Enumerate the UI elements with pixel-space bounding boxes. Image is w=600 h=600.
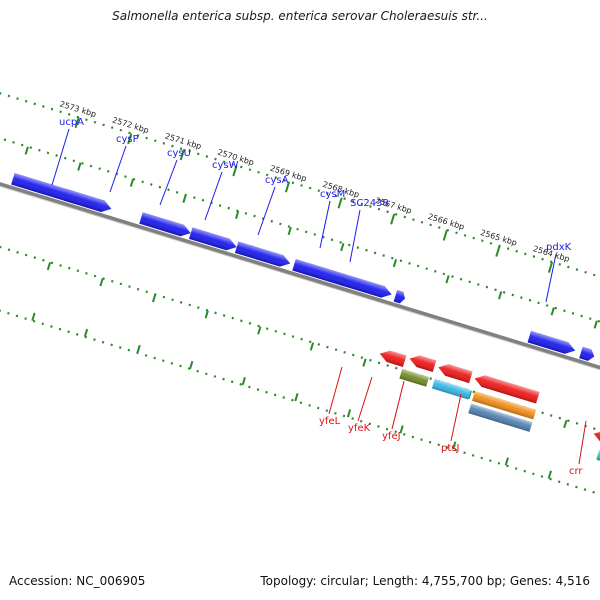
minor-tick	[257, 326, 262, 335]
minor-tick	[129, 178, 135, 187]
forward-cds-arrow	[393, 289, 405, 304]
minor-tick	[294, 393, 299, 402]
accession-text: Accession: NC_006905	[9, 574, 146, 588]
forward-cds-arrow	[527, 330, 576, 354]
forward-cds-arrow	[292, 258, 354, 286]
gene-leader-line	[319, 200, 331, 249]
gene-label-reverse: yfeL	[319, 416, 341, 427]
gene-label-reverse: yfeJ	[382, 431, 401, 442]
minor-tick	[346, 409, 352, 418]
gene-label-reverse: crr	[569, 466, 583, 477]
minor-tick	[547, 470, 552, 479]
scale-label: 2566 kbp	[427, 212, 466, 232]
scale-tick	[390, 213, 396, 225]
gene-leader-line	[159, 159, 178, 206]
map-title: Salmonella enterica subsp. enterica sero…	[112, 9, 488, 23]
gene-leader-line	[328, 366, 343, 415]
minor-tick	[189, 360, 194, 370]
gene-leader-line	[545, 253, 557, 303]
gene-label-reverse: yfeK	[348, 423, 371, 434]
gene-leader-line	[391, 380, 405, 430]
scale-tick	[232, 165, 238, 177]
minor-tick	[241, 377, 246, 386]
gene-leader-line	[51, 128, 70, 186]
reverse-feature-arrow	[409, 355, 437, 372]
minor-tick	[83, 328, 89, 337]
minor-tick	[550, 307, 555, 316]
minor-tick	[99, 278, 104, 287]
minor-tick	[392, 259, 398, 268]
backbone-line	[0, 153, 600, 403]
reverse-feature-bar	[596, 450, 600, 472]
genome-summary-text: Topology: circular; Length: 4,755,700 bp…	[260, 574, 590, 588]
scale-tick	[179, 149, 185, 161]
minor-tick	[235, 210, 240, 220]
gene-label-forward: cysM	[320, 189, 345, 200]
gene-leader-line	[109, 145, 127, 193]
minor-tick	[182, 194, 187, 203]
minor-tick	[287, 226, 292, 236]
minor-tick	[362, 358, 367, 367]
minor-tick	[452, 441, 457, 450]
gene-label-forward: pdxK	[546, 242, 572, 253]
reverse-feature-bar	[468, 403, 533, 432]
reverse-feature-arrow	[474, 375, 540, 404]
minor-tick	[31, 312, 36, 321]
gene-leader-line	[349, 209, 361, 263]
minor-tick	[399, 425, 404, 434]
reverse-feature-arrow	[379, 350, 407, 368]
gene-leader-line	[257, 186, 276, 236]
minor-tick	[152, 294, 157, 303]
scale-tick	[127, 133, 133, 145]
reverse-feature-arrow	[593, 430, 600, 452]
gene-label-forward: cysU	[167, 148, 191, 159]
reverse-feature-arrow	[438, 364, 473, 384]
minor-tick	[340, 242, 345, 252]
forward-cds-arrow	[340, 273, 392, 298]
scale-tick	[495, 245, 501, 257]
scale-tick	[547, 261, 554, 273]
minor-tick	[504, 457, 509, 466]
scale-label: 2565 kbp	[479, 228, 518, 248]
scale-tick	[442, 229, 448, 241]
gene-label-forward: SC2438	[350, 198, 389, 209]
reverse-feature-bar	[431, 378, 472, 400]
gene-label-reverse: ptsJ	[441, 443, 459, 454]
backbone-highlight	[0, 156, 600, 404]
gene-label-forward: cysP	[116, 134, 139, 145]
minor-tick	[593, 320, 598, 329]
minor-tick	[24, 146, 29, 155]
gene-leader-line	[450, 393, 462, 442]
minor-tick	[497, 291, 503, 300]
minor-tick	[136, 344, 141, 354]
scale-tick	[337, 197, 343, 209]
gene-label-forward: cysW	[212, 160, 239, 171]
minor-tick	[77, 162, 82, 171]
forward-cds-arrow	[234, 241, 291, 267]
forward-cds-arrow	[63, 189, 112, 212]
gene-label-forward: cysA	[265, 175, 289, 186]
reverse-feature-bar	[399, 368, 430, 387]
forward-cds-arrow	[139, 212, 191, 237]
reverse-feature-bar	[472, 391, 537, 420]
minor-tick	[445, 275, 450, 284]
scale-tick	[284, 181, 291, 193]
scale-tick	[74, 117, 80, 129]
gene-leader-line	[578, 420, 587, 465]
minor-tick	[563, 419, 568, 429]
forward-cds-arrow	[189, 227, 237, 251]
forward-cds-arrow	[579, 346, 595, 361]
gene-leader-line	[204, 171, 223, 221]
minor-tick	[204, 310, 209, 319]
gene-leader-line	[357, 376, 373, 422]
gene-label-forward: ucpA	[59, 117, 84, 128]
minor-tick	[46, 261, 52, 271]
minor-tick	[309, 342, 315, 351]
